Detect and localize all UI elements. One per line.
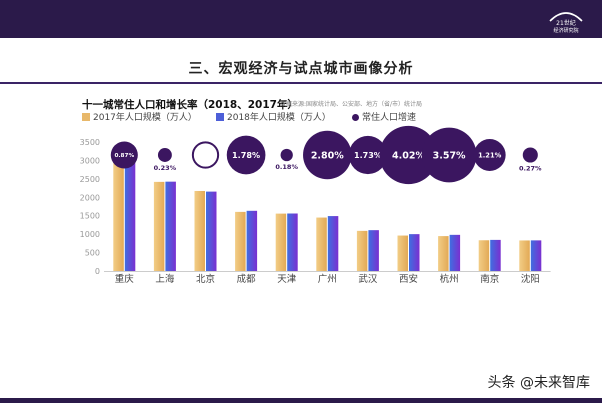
growth-label: 3.57% [433,150,466,161]
legend-item-2017: 2017年人口规模（万人） [82,110,197,123]
bar-2018 [165,181,176,271]
growth-label: 0.27% [519,165,542,173]
x-tick-label: 武汉 [358,273,378,285]
legend-swatch-2018 [216,113,224,121]
bar-2017 [194,190,205,271]
growth-bubble [348,135,387,175]
y-tick-label: 0 [95,267,100,276]
growth-label: 0.87% [114,153,134,159]
bar-2018 [449,234,461,271]
growth-bubble [191,141,220,169]
bar-2018 [206,191,217,271]
bar-2018 [490,239,501,271]
bar-2018 [124,156,136,271]
legend-swatch-growth [352,114,359,121]
x-tick-label: 南京 [480,273,499,285]
growth-bubble [473,139,506,171]
bar-2017 [113,157,124,271]
legend-swatch-2017 [82,113,90,121]
bar-2017 [316,217,327,271]
chart-title: 十一城常住人口和增长率（2018、2017年） [82,99,298,111]
y-tick-label: 3000 [80,156,100,165]
header-band: 21世纪 经济研究院 [0,0,602,38]
bar-2017 [356,230,368,271]
x-tick-label: 广州 [318,273,337,285]
legend-label-growth: 常住人口增速 [362,113,417,123]
x-tick-label: 天津 [277,274,297,285]
bar-2017 [438,236,449,271]
growth-bubble [157,148,172,162]
institute-logo: 21世纪 经济研究院 [549,12,583,34]
x-tick-label: 上海 [155,273,175,285]
watermark: 头条 @未来智库 [487,375,590,391]
bar-2017 [478,240,490,271]
y-tick-label: 2500 [80,175,100,184]
growth-bubble [110,141,138,169]
bar-2018 [287,213,298,271]
bar-2018 [327,216,339,271]
x-tick-label: 北京 [196,273,215,285]
slide-title: 三、宏观经济与试点城市画像分析 [188,61,414,77]
x-tick-label: 杭州 [440,273,459,285]
bar-2017 [275,213,287,271]
y-tick-label: 500 [85,249,100,258]
growth-label: 1.73% [354,151,382,160]
bar-2017 [235,211,246,271]
y-tick-label: 1500 [80,212,100,221]
bar-2017 [519,240,530,271]
growth-label: -0.76% [195,153,217,159]
growth-label: 1.21% [478,151,501,159]
svg-text:经济研究院: 经济研究院 [553,27,578,34]
source-note: 数据来源:国家统计局、公安部、地方（省/市）统计局 [280,101,423,108]
svg-text:21世纪: 21世纪 [556,19,576,27]
footer-band [0,398,602,403]
growth-label: 4.02% [392,150,425,161]
title-divider [0,82,602,84]
bar-2017 [153,181,165,271]
x-tick-label: 沈阳 [521,273,540,285]
y-tick-label: 3500 [80,138,100,147]
x-tick-label: 西安 [399,273,418,285]
growth-label: 2.80% [311,150,344,161]
bar-2018 [409,234,420,271]
legend-label-2018: 2018年人口规模（万人） [227,113,331,123]
x-tick-label: 重庆 [115,273,135,285]
growth-bubble [522,147,538,163]
legend-label-2017: 2017年人口规模（万人） [93,113,197,123]
growth-bubble [421,127,477,183]
growth-label: 0.18% [275,163,298,171]
growth-bubble [280,148,293,162]
bar-2018 [368,230,379,271]
legend-item-2018: 2018年人口规模（万人） [216,110,331,123]
growth-bubble [303,130,352,180]
bar-2017 [397,235,408,271]
growth-label: 0.23% [154,164,177,172]
growth-bubble [226,135,266,175]
y-tick-label: 1000 [80,230,100,239]
legend-item-growth: 常住人口增速 [352,110,416,123]
growth-bubble [379,125,438,185]
growth-label: 1.78% [232,150,260,160]
y-tick-label: 2000 [80,193,100,202]
x-tick-label: 成都 [237,273,257,285]
bar-2018 [246,210,258,271]
bar-2018 [530,240,542,271]
